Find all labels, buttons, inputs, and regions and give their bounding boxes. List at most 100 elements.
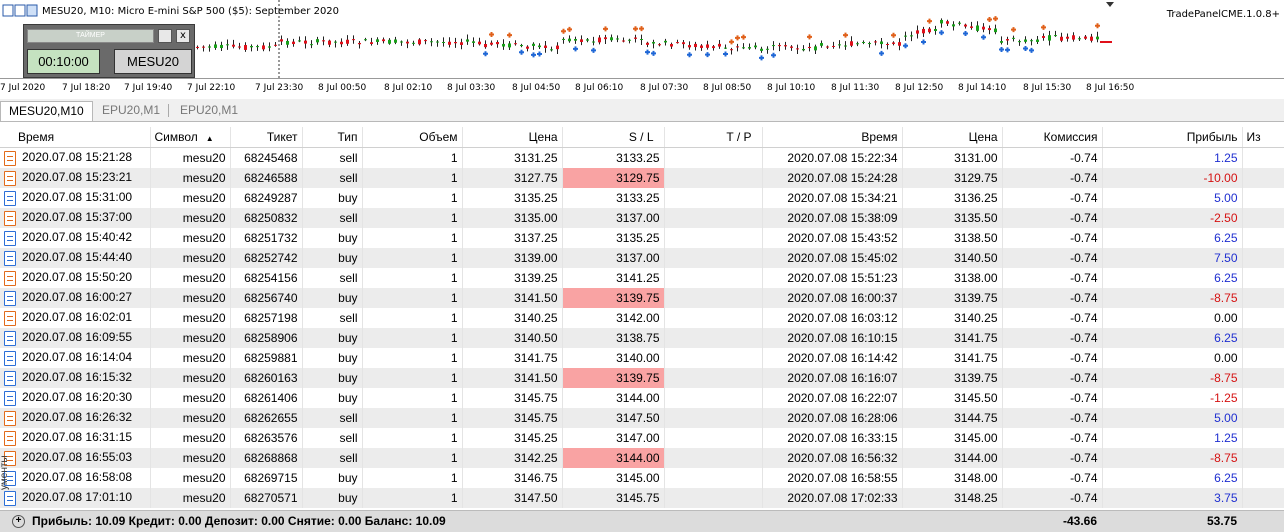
table-row[interactable]: 2020.07.08 16:58:08 mesu20 68269715 buy 1 314… (0, 468, 1284, 488)
buy-trade-marker (645, 49, 650, 55)
cell-volume: 1 (362, 388, 463, 408)
table-row[interactable]: 2020.07.08 15:31:00 mesu20 68249287 buy 1 313… (0, 188, 1284, 208)
candle-body (346, 39, 349, 44)
cell-ticket: 68268868 (230, 448, 303, 468)
cell-change (1242, 288, 1284, 308)
buy-trade-marker (921, 39, 926, 45)
cell-close-time: 2020.07.08 16:22:07 (762, 388, 903, 408)
table-row[interactable]: 2020.07.08 15:40:42 mesu20 68251732 buy 1 313… (0, 228, 1284, 248)
open-time-text: 2020.07.08 15:40:42 (22, 230, 133, 245)
table-row[interactable]: 2020.07.08 16:00:27 mesu20 68256740 buy 1 314… (0, 288, 1284, 308)
col-header-type[interactable]: Тип (302, 127, 363, 148)
time-tick-label: 8 Jul 15:30 (1023, 83, 1072, 93)
cell-change (1242, 368, 1284, 388)
col-header-close-price[interactable]: Цена (902, 127, 1003, 148)
cell-symbol: mesu20 (150, 448, 231, 468)
candle-body (556, 45, 559, 50)
time-tick-label: 8 Jul 08:50 (703, 83, 752, 93)
col-header-profit[interactable]: Прибыль (1102, 127, 1243, 148)
table-row[interactable]: 2020.07.08 16:14:04 mesu20 68259881 buy 1 314… (0, 348, 1284, 368)
candle-body (526, 46, 529, 49)
expand-plus-icon[interactable]: + (12, 515, 25, 528)
minimize-button[interactable] (158, 29, 172, 43)
cell-open-time: 2020.07.08 16:31:15 (0, 428, 151, 448)
table-row[interactable]: 2020.07.08 16:15:32 mesu20 68260163 buy 1 314… (0, 368, 1284, 388)
candle-body (394, 39, 397, 43)
table-row[interactable]: 2020.07.08 16:55:03 mesu20 68268868 sell 1 31… (0, 448, 1284, 468)
table-row[interactable]: 2020.07.08 15:44:40 mesu20 68252742 buy 1 313… (0, 248, 1284, 268)
candle-body (244, 45, 247, 50)
cell-profit: 6.25 (1102, 228, 1243, 248)
cell-change (1242, 147, 1284, 168)
table-row[interactable]: 2020.07.08 16:20:30 mesu20 68261406 buy 1 314… (0, 388, 1284, 408)
open-time-text: 2020.07.08 16:20:30 (22, 390, 133, 405)
timer-title-bar[interactable]: ТАЙМЕР (27, 29, 154, 43)
timer-panel[interactable]: ТАЙМЕР x 00:10:00 MESU20 (23, 24, 195, 78)
cell-ticket: 68246588 (230, 168, 303, 188)
cell-commission: -0.74 (1002, 348, 1103, 368)
candle-body (856, 43, 859, 45)
table-row[interactable]: 2020.07.08 15:50:20 mesu20 68254156 sell 1 31… (0, 268, 1284, 288)
candle-body (616, 38, 619, 40)
cell-ticket: 68263576 (230, 428, 303, 448)
table-row[interactable]: 2020.07.08 17:01:10 mesu20 68270571 buy 1 314… (0, 488, 1284, 508)
cell-type: buy (302, 468, 363, 488)
buy-trade-marker (999, 47, 1004, 53)
col-header-tp[interactable]: T / P (664, 127, 763, 148)
table-row[interactable]: 2020.07.08 15:21:28 mesu20 68245468 sell 1 31… (0, 147, 1284, 168)
candle-body (802, 48, 805, 51)
buy-deal-icon (4, 290, 16, 306)
cell-profit: 6.25 (1102, 468, 1243, 488)
close-button[interactable]: x (176, 29, 190, 43)
open-time-text: 2020.07.08 17:01:10 (22, 490, 133, 505)
candle-body (952, 24, 955, 27)
price-chart[interactable]: MESU20, M10: Micro E-mini S&P 500 ($5): … (0, 0, 1284, 99)
candle-body (202, 46, 205, 48)
sell-trade-marker (561, 28, 566, 34)
col-header-symbol[interactable]: Символ ▲ (150, 127, 231, 148)
table-row[interactable]: 2020.07.08 16:02:01 mesu20 68257198 sell 1 31… (0, 308, 1284, 328)
cell-close-price: 3131.00 (902, 147, 1003, 168)
col-header-commission[interactable]: Комиссия (1002, 127, 1103, 148)
table-row[interactable]: 2020.07.08 16:26:32 mesu20 68262655 sell 1 31… (0, 408, 1284, 428)
cell-volume: 1 (362, 228, 463, 248)
candle-body (454, 41, 457, 44)
candle-body (814, 46, 817, 51)
col-header-ticket[interactable]: Тикет (230, 127, 303, 148)
table-header-row: Время Символ ▲ Тикет Тип Объем Цена S / L… (0, 127, 1284, 148)
candle-body (436, 41, 439, 43)
buy-deal-icon (4, 250, 16, 266)
col-header-time[interactable]: Время (0, 127, 151, 148)
side-tab-tools[interactable]: ументы (0, 455, 10, 490)
symbol-button[interactable]: MESU20 (114, 49, 192, 74)
cell-change (1242, 268, 1284, 288)
table-row[interactable]: 2020.07.08 16:09:55 mesu20 68258906 buy 1 314… (0, 328, 1284, 348)
cell-tp (664, 428, 763, 448)
col-header-price[interactable]: Цена (462, 127, 563, 148)
buy-deal-icon (4, 490, 16, 506)
candle-body (1072, 35, 1075, 40)
candle-body (904, 35, 907, 37)
col-header-sl[interactable]: S / L (562, 127, 665, 148)
sell-trade-marker (927, 18, 932, 24)
table-row[interactable]: 2020.07.08 16:31:15 mesu20 68263576 sell 1 31… (0, 428, 1284, 448)
col-header-volume[interactable]: Объем (362, 127, 463, 148)
cell-close-price: 3144.00 (902, 448, 1003, 468)
sell-trade-marker (1041, 24, 1046, 30)
candle-body (700, 45, 703, 48)
tab-epu20-m1-second[interactable]: EPU20,M1 (180, 103, 239, 117)
col-header-change[interactable]: Из (1242, 127, 1284, 148)
candle-body (292, 41, 295, 45)
cell-tp (664, 368, 763, 388)
tab-mesu20-m10[interactable]: MESU20,M10 (0, 101, 93, 121)
cell-close-time: 2020.07.08 16:56:32 (762, 448, 903, 468)
col-header-close-time[interactable]: Время (762, 127, 903, 148)
tab-epu20-m1[interactable]: EPU20,M1 (102, 103, 161, 117)
cell-profit: 5.00 (1102, 408, 1243, 428)
candle-body (916, 30, 919, 34)
cell-open-time: 2020.07.08 15:23:21 (0, 168, 151, 188)
candle-body (238, 46, 241, 48)
table-row[interactable]: 2020.07.08 15:23:21 mesu20 68246588 sell 1 31… (0, 168, 1284, 188)
table-row[interactable]: 2020.07.08 15:37:00 mesu20 68250832 sell 1 31… (0, 208, 1284, 228)
cell-price: 3139.25 (462, 268, 563, 288)
